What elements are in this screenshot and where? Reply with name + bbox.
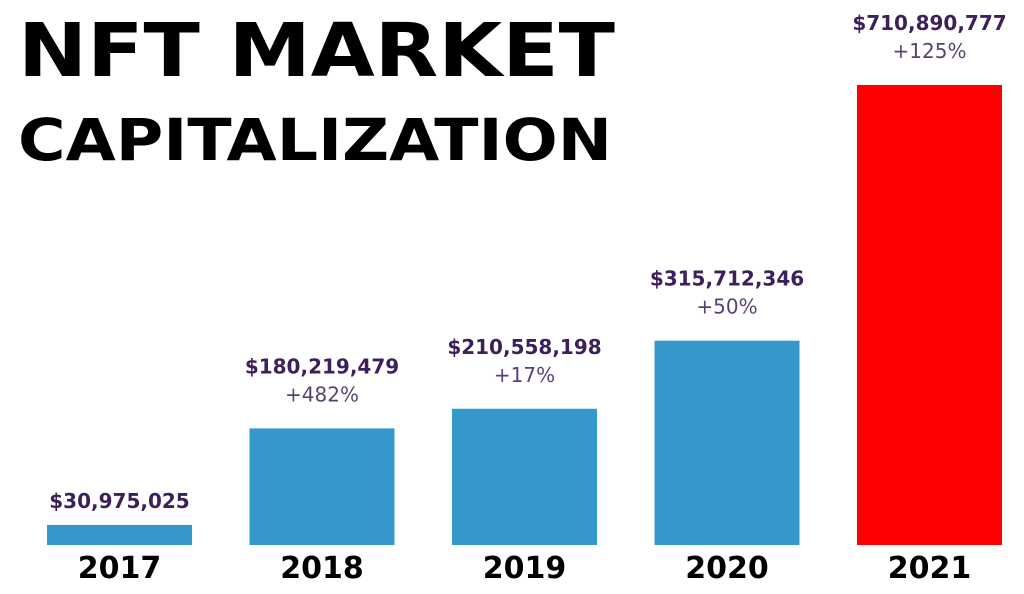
growth-label: +482% <box>285 382 359 406</box>
value-label: $30,975,025 <box>49 489 189 513</box>
bar <box>452 408 597 545</box>
x-tick-label: 2019 <box>483 551 567 586</box>
x-tick-label: 2017 <box>78 551 162 586</box>
chart-title: CAPITALIZATION <box>18 106 612 174</box>
bar <box>654 340 800 545</box>
value-label: $210,558,198 <box>447 335 601 359</box>
x-tick-label: 2018 <box>280 551 364 586</box>
bar <box>47 524 192 545</box>
bar <box>249 428 395 545</box>
growth-label: +17% <box>494 363 555 387</box>
x-tick-label: 2020 <box>685 551 769 586</box>
x-tick-label: 2021 <box>888 551 972 586</box>
value-label: $315,712,346 <box>650 267 804 291</box>
growth-label: +50% <box>696 295 757 319</box>
bar <box>857 85 1002 545</box>
chart-title: NFT MARKET <box>18 8 616 94</box>
value-label: $180,219,479 <box>245 354 399 378</box>
value-label: $710,890,777 <box>852 11 1006 35</box>
growth-label: +125% <box>893 39 967 63</box>
